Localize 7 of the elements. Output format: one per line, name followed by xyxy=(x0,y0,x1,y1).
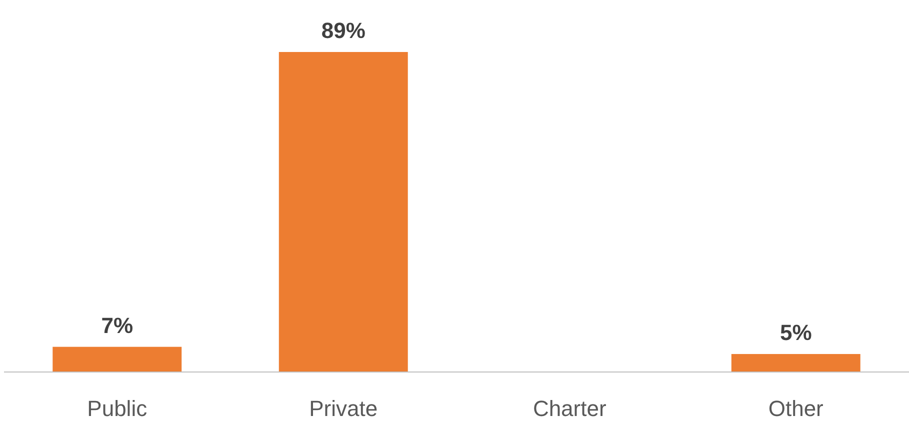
x-tick-label: Public xyxy=(87,396,148,421)
data-label: 7% xyxy=(101,312,134,338)
data-label: 5% xyxy=(780,320,812,346)
data-label: 89% xyxy=(321,18,366,43)
x-tick-label: Other xyxy=(768,396,824,421)
x-tick-label: Charter xyxy=(532,396,606,421)
x-tick-label: Private xyxy=(309,396,378,421)
